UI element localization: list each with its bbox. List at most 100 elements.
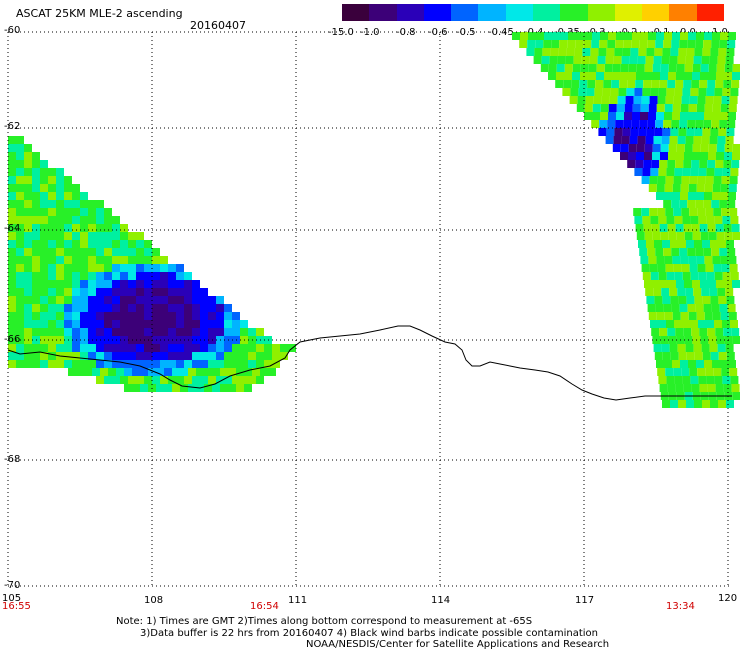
swath-cell: [669, 288, 678, 296]
swath-cell: [64, 264, 72, 272]
swath-cell: [693, 344, 702, 352]
swath-cell: [724, 64, 733, 72]
swath-cell: [40, 256, 48, 264]
swath-cell: [112, 224, 120, 232]
swath-cell: [684, 232, 693, 240]
swath-cell: [673, 264, 682, 272]
swath-cell: [48, 216, 56, 224]
swath-cell: [72, 208, 80, 216]
swath-cell: [160, 352, 168, 360]
swath-cell: [16, 328, 24, 336]
swath-cell: [714, 272, 723, 280]
swath-cell: [592, 104, 601, 112]
swath-cell: [244, 368, 252, 376]
swath-cell: [630, 48, 639, 56]
swath-cell: [168, 264, 176, 272]
swath-cell: [678, 296, 687, 304]
swath-cell: [120, 280, 128, 288]
lat-tick-label: -70: [4, 580, 21, 591]
pass-time-label: 13:34: [666, 601, 695, 612]
colorbar-label: -1.0: [360, 27, 380, 38]
swath-cell: [632, 104, 641, 112]
swath-cell: [656, 256, 665, 264]
swath-cell: [168, 328, 176, 336]
swath-cell: [706, 320, 714, 328]
swath-cell: [172, 384, 180, 392]
swath-cell: [708, 64, 717, 72]
swath-cell: [16, 304, 24, 312]
swath-cell: [264, 344, 272, 352]
swath-cell: [16, 256, 24, 264]
swath-cell: [88, 296, 96, 304]
swath-cell: [646, 128, 655, 136]
swath-cell: [689, 208, 698, 216]
swath-cell: [638, 128, 647, 136]
swath-cell: [628, 152, 636, 160]
lon-tick-label: 114: [431, 595, 451, 606]
swath-cell: [722, 272, 731, 280]
swath-cell: [16, 144, 24, 152]
swath-cell: [112, 296, 120, 304]
swath-cell: [40, 216, 48, 224]
swath-cell: [677, 344, 686, 352]
swath-cell: [200, 288, 208, 296]
swath-cell: [72, 192, 80, 200]
swath-cell: [240, 344, 248, 352]
swath-cell: [96, 304, 104, 312]
swath-cell: [591, 40, 600, 48]
swath-cell: [659, 224, 668, 232]
swath-cell: [24, 256, 32, 264]
colorbar-label: -0.6: [428, 27, 448, 38]
swath-cell: [651, 80, 660, 88]
swath-cell: [112, 264, 120, 272]
swath-cell: [16, 208, 24, 216]
swath-cell: [32, 240, 40, 248]
lon-tick-label: 108: [144, 595, 164, 606]
swath-cell: [708, 144, 717, 152]
swath-cell: [622, 48, 631, 56]
swath-cell: [140, 384, 148, 392]
swath-cell: [224, 360, 232, 368]
swath-cell: [637, 56, 646, 64]
swath-cell: [651, 224, 660, 232]
swath-cell: [88, 320, 96, 328]
swath-cell: [24, 288, 32, 296]
swath-cell: [662, 400, 670, 408]
swath-cell: [636, 232, 645, 240]
swath-cell: [48, 224, 56, 232]
swath-cell: [714, 88, 723, 96]
swath-cell: [654, 48, 663, 56]
swath-cell: [597, 56, 606, 64]
swath-cell: [144, 280, 152, 288]
swath-cell: [660, 72, 668, 80]
swath-cell: [586, 88, 595, 96]
swath-cell: [682, 168, 691, 176]
swath-cell: [605, 136, 614, 144]
swath-cell: [573, 56, 582, 64]
swath-cell: [648, 312, 657, 320]
swath-cell: [582, 48, 591, 56]
swath-cell: [715, 80, 724, 88]
swath-cell: [688, 104, 697, 112]
swath-cell: [674, 376, 683, 384]
swath-cell: [72, 328, 80, 336]
swath-cell: [649, 264, 658, 272]
swath-cell: [168, 376, 176, 384]
swath-cell: [640, 104, 649, 112]
swath-cell: [168, 312, 176, 320]
swath-cell: [252, 368, 260, 376]
swath-cell: [679, 200, 688, 208]
swath-cell: [712, 360, 720, 368]
swath-cell: [24, 192, 32, 200]
swath-cell: [731, 384, 740, 392]
swath-cell: [644, 280, 652, 288]
swath-cell: [680, 32, 688, 40]
swath-cell: [88, 328, 96, 336]
swath-cell: [645, 136, 654, 144]
swath-cell: [48, 288, 56, 296]
swath-cell: [120, 344, 128, 352]
swath-cell: [620, 144, 629, 152]
swath-cell: [683, 224, 692, 232]
swath-cell: [613, 136, 622, 144]
swath-cell: [652, 64, 661, 72]
